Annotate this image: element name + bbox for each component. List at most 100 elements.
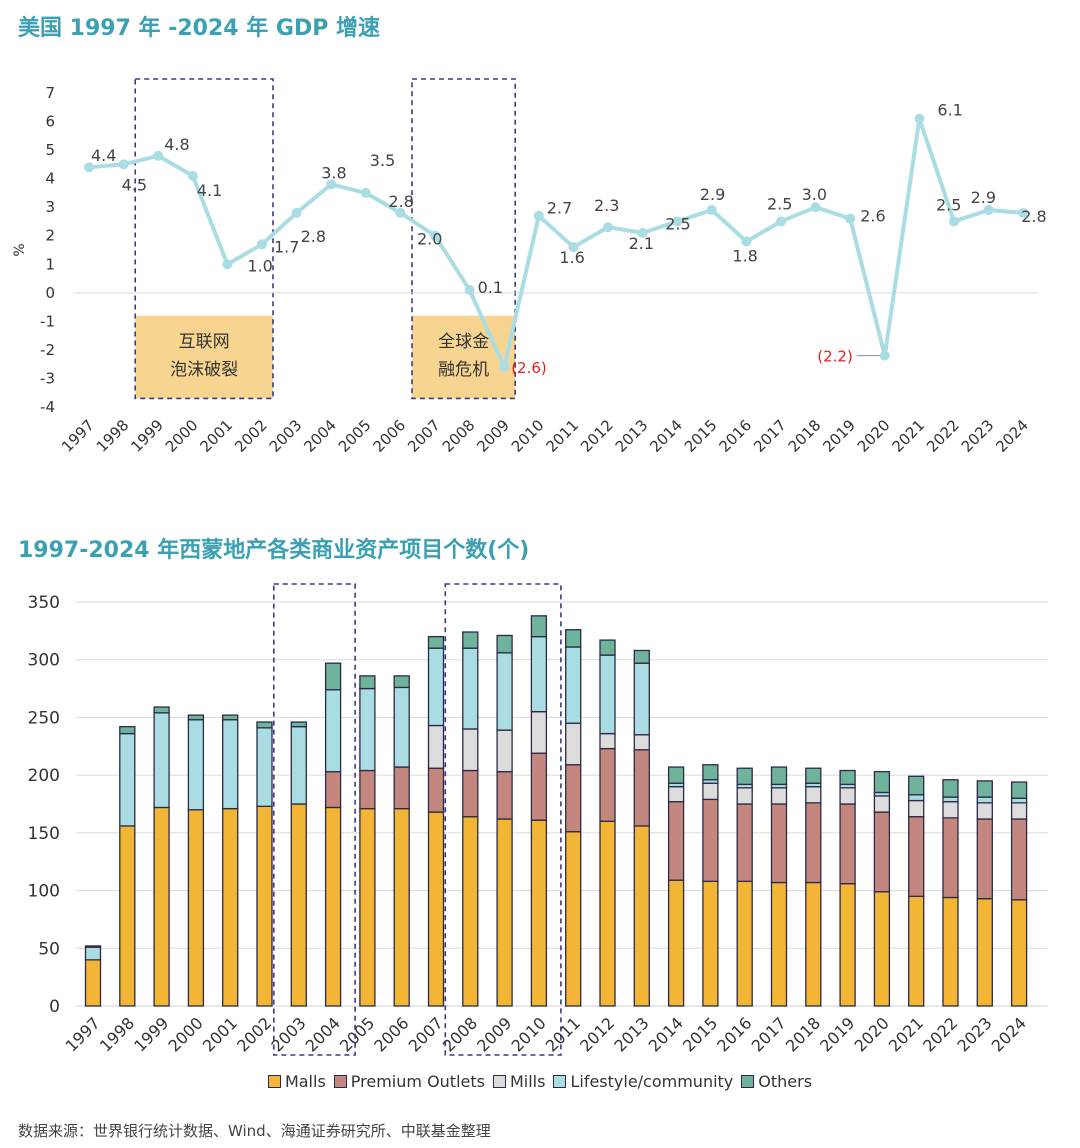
- bar-premium-outlets-2008: [462, 769, 479, 818]
- y-tick-label: 150: [28, 824, 60, 844]
- x-tick-label: 2020: [851, 1013, 893, 1055]
- y-tick-label: -3: [40, 369, 55, 387]
- bar-mills-2009: [496, 729, 513, 773]
- bar-others-2021: [908, 775, 925, 796]
- bar-others-2005: [359, 675, 376, 690]
- bar-premium-outlets-2012: [599, 747, 616, 822]
- bar-mills-2023: [976, 802, 993, 820]
- x-tick-label: 2019: [816, 1013, 858, 1055]
- gdp-point-2011: [568, 242, 579, 253]
- gdp-data-label-2002: 1.7: [274, 237, 299, 256]
- bar-premium-outlets-2013: [633, 749, 650, 827]
- bar-lifestyle-community-2006: [393, 686, 410, 768]
- bar-malls-2003: [290, 803, 307, 1007]
- bar-premium-outlets-2005: [359, 769, 376, 810]
- bar-mills-2018: [805, 786, 822, 804]
- gdp-data-label-2007: 2.0: [417, 230, 442, 249]
- bar-others-2000: [187, 714, 205, 721]
- bar-malls-2006: [393, 807, 410, 1007]
- gdp-data-label-1999: 4.8: [164, 135, 189, 154]
- bar-malls-2023: [976, 898, 993, 1007]
- gdp-data-label-2018: 3.0: [802, 185, 827, 204]
- bar-premium-outlets-2020: [873, 811, 891, 893]
- gdp-point-2010: [533, 210, 544, 221]
- gdp-data-label-2013: 2.1: [629, 234, 654, 253]
- y-tick-label: 3: [45, 198, 55, 216]
- y-tick-label: 350: [28, 593, 60, 613]
- gdp-data-label-2015: 2.9: [700, 185, 725, 204]
- x-tick-label: 2022: [919, 1013, 961, 1055]
- y-tick-label: 0: [45, 284, 55, 302]
- annotation-line1-1: 全球金: [438, 332, 489, 352]
- bar-lifestyle-community-2012: [599, 654, 616, 735]
- bar-mills-2021: [908, 799, 925, 818]
- bar-malls-2000: [187, 809, 205, 1007]
- bar-mills-2010: [530, 711, 548, 754]
- bar-others-2012: [599, 639, 616, 656]
- gdp-data-label-2004: 3.8: [321, 163, 346, 182]
- bar-others-2001: [222, 714, 239, 721]
- bar-others-2010: [530, 615, 548, 638]
- bar-lifestyle-community-2000: [187, 719, 205, 811]
- gdp-point-2019: [845, 213, 856, 224]
- bar-premium-outlets-2007: [427, 767, 445, 813]
- bar-lifestyle-community-2011: [565, 646, 582, 724]
- gdp-data-label-2012: 2.3: [594, 196, 619, 215]
- bar-others-2022: [942, 779, 959, 798]
- gdp-point-2021: [914, 113, 925, 124]
- bar-premium-outlets-2022: [942, 817, 959, 899]
- gdp-point-2015: [706, 205, 717, 216]
- gdp-data-label-2024: 2.8: [1021, 207, 1046, 226]
- gdp-point-2007: [430, 230, 440, 241]
- x-tick-label: 2013: [610, 1013, 652, 1055]
- gdp-data-label-1998: 4.5: [122, 175, 147, 194]
- gdp-data-label-2014: 2.5: [665, 214, 690, 233]
- bar-malls-2004: [324, 806, 342, 1007]
- x-tick-label: 2010: [508, 1013, 550, 1055]
- legend-label: Mills: [509, 1072, 546, 1091]
- legend-label: Others: [758, 1072, 813, 1091]
- legend-item: Others: [741, 1072, 812, 1091]
- y-tick-label: 5: [45, 141, 55, 159]
- gdp-point-2002: [257, 239, 267, 250]
- bar-malls-1998: [119, 825, 136, 1007]
- gdp-point-2001: [222, 259, 233, 270]
- legend-swatch: [267, 1075, 281, 1088]
- legend-item: Premium Outlets: [333, 1072, 485, 1091]
- y-tick-label: -2: [40, 341, 55, 359]
- bar-mills-2024: [1010, 802, 1028, 820]
- bar-malls-2015: [702, 880, 719, 1007]
- y-tick-label: 7: [45, 84, 55, 102]
- gdp-data-label-2009: (2.6): [511, 359, 547, 377]
- y-tick-label: 50: [38, 939, 60, 959]
- x-tick-label: 2009: [473, 1013, 515, 1055]
- gdp-point-2014: [672, 216, 683, 227]
- bar-others-2014: [667, 766, 685, 784]
- y-tick-label: 4: [45, 170, 55, 188]
- bar-others-2007: [427, 635, 445, 649]
- x-tick-label: 2007: [405, 1013, 447, 1055]
- source-note: 数据来源：世界银行统计数据、Wind、海通证券研究所、中联基金整理: [18, 1122, 491, 1140]
- bar-malls-2024: [1010, 899, 1028, 1007]
- gdp-data-label-2010: 2.7: [547, 199, 572, 218]
- bar-mills-2013: [633, 734, 650, 751]
- bar-premium-outlets-2018: [805, 802, 822, 884]
- gdp-point-2013: [637, 227, 648, 238]
- bar-premium-outlets-2010: [530, 752, 548, 821]
- bar-others-1998: [119, 726, 136, 735]
- bar-malls-2022: [942, 896, 959, 1007]
- bar-others-2008: [462, 631, 479, 649]
- bar-others-2013: [633, 649, 650, 664]
- gdp-point-2009: [499, 362, 510, 373]
- legend-label: Malls: [284, 1072, 326, 1091]
- x-tick-label: 2018: [782, 1013, 824, 1055]
- bar-others-2019: [839, 769, 856, 786]
- bar-malls-2017: [770, 881, 788, 1007]
- y-tick-label: 100: [28, 882, 60, 902]
- y-tick-label: -1: [40, 312, 55, 330]
- bar-malls-2013: [633, 825, 650, 1007]
- bar-premium-outlets-2006: [393, 766, 410, 810]
- bar-premium-outlets-2016: [736, 803, 753, 882]
- gdp-data-label-2008: 0.1: [478, 278, 503, 297]
